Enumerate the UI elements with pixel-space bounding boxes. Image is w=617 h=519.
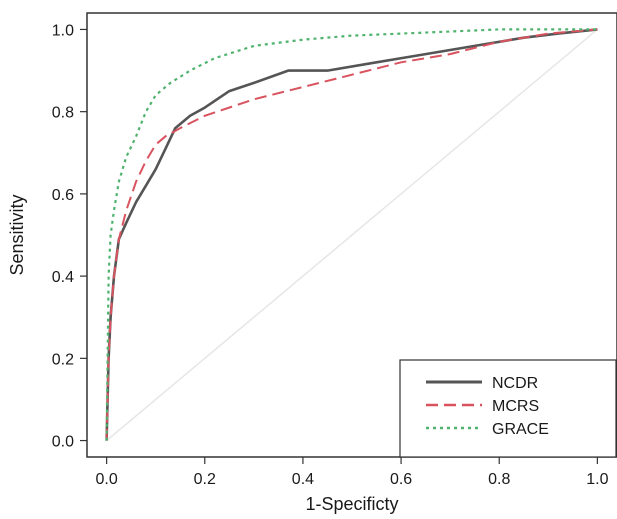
y-axis: 0.0 0.2 0.4 0.6 0.8 1.0 (52, 22, 87, 451)
y-tick-label: 0.6 (52, 187, 74, 204)
legend: NCDR MCRS GRACE (399, 359, 617, 458)
y-tick-label: 0.0 (52, 434, 74, 451)
x-tick-label: 0.6 (390, 471, 412, 488)
y-tick-label: 0.4 (52, 269, 74, 286)
y-tick-label: 0.2 (52, 351, 74, 368)
legend-box (399, 359, 617, 458)
series-layer (105, 28, 598, 441)
legend-label-ncdr: NCDR (492, 375, 538, 392)
reference-diagonal-line (106, 28, 598, 442)
x-axis-label: 1-Specificty (305, 494, 398, 514)
y-tick-label: 1.0 (52, 22, 74, 39)
plot-frame (86, 12, 617, 458)
series-line-mcrs (105, 28, 598, 441)
y-axis-label: Sensitivity (7, 194, 27, 275)
x-axis: 0.0 0.2 0.4 0.6 0.8 1.0 (96, 457, 609, 488)
x-tick-label: 0.8 (488, 471, 510, 488)
x-tick-label: 0.0 (96, 471, 118, 488)
legend-label-grace: GRACE (492, 421, 549, 438)
legend-label-mcrs: MCRS (492, 398, 539, 415)
reference-line-layer (106, 28, 598, 442)
x-tick-label: 0.2 (194, 471, 216, 488)
x-tick-label: 0.4 (292, 471, 314, 488)
x-tick-label: 1.0 (586, 471, 608, 488)
y-tick-label: 0.8 (52, 105, 74, 122)
series-line-grace (105, 28, 598, 441)
